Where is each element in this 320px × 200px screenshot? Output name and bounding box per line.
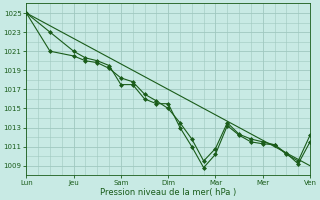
X-axis label: Pression niveau de la mer( hPa ): Pression niveau de la mer( hPa ) bbox=[100, 188, 236, 197]
